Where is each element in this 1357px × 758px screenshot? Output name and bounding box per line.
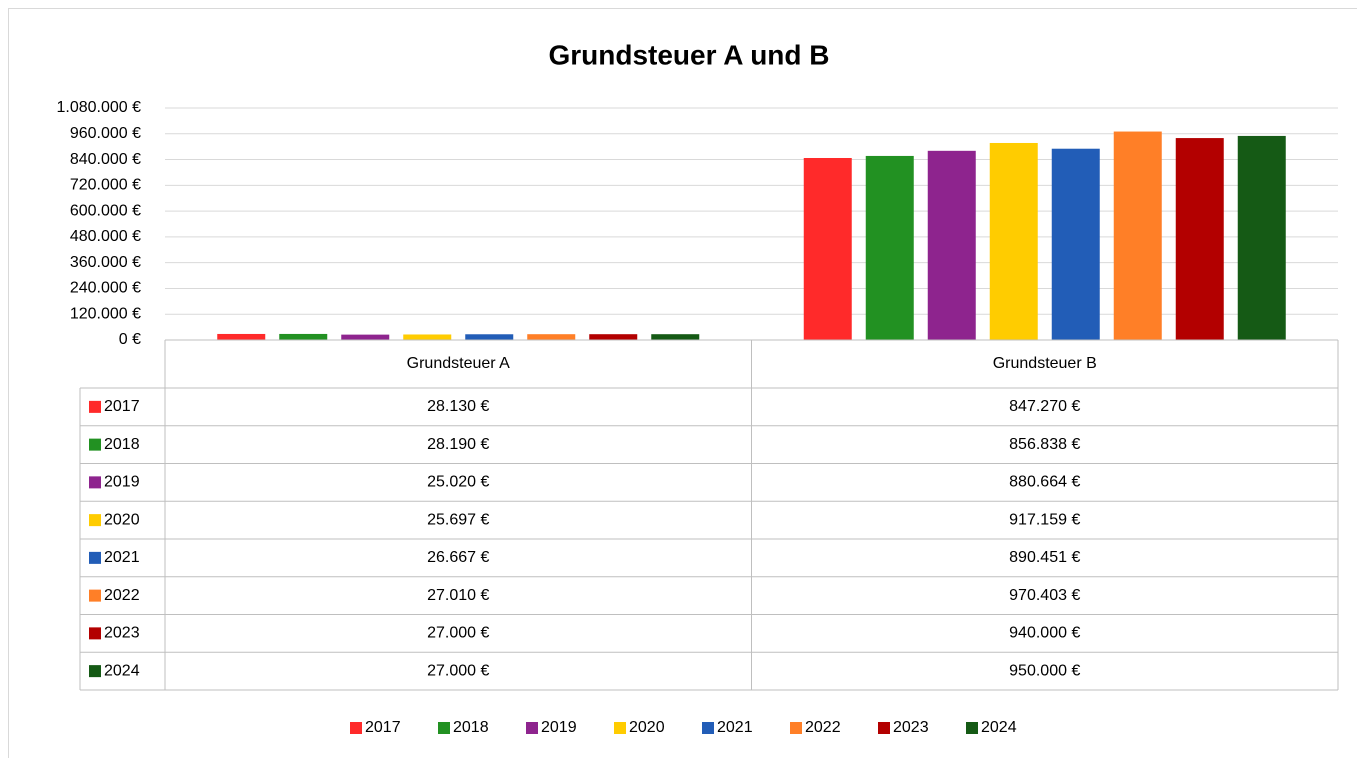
legend-key (438, 722, 450, 734)
table-value: 25.697 € (427, 511, 489, 528)
table-value: 27.010 € (427, 587, 489, 604)
table-value: 950.000 € (1009, 662, 1080, 679)
bar (465, 334, 514, 340)
table-legend-key (89, 514, 101, 527)
table-value: 25.020 € (427, 474, 489, 491)
x-tick-label: Grundsteuer B (993, 355, 1097, 372)
table-value: 27.000 € (427, 625, 489, 642)
legend-label: 2024 (981, 719, 1017, 736)
bar (865, 155, 914, 340)
y-tick-label: 600.000 € (70, 202, 141, 219)
y-tick-label: 480.000 € (70, 228, 141, 245)
table-row-label: 2023 (104, 625, 140, 642)
table-row-label: 2018 (104, 436, 140, 453)
legend-label: 2019 (541, 719, 577, 736)
bar (1051, 148, 1100, 340)
legend-label: 2017 (365, 719, 401, 736)
table-row-label: 2022 (104, 587, 140, 604)
bar (803, 157, 852, 340)
table-legend-key (89, 665, 101, 678)
bar (589, 334, 638, 340)
y-tick-label: 960.000 € (70, 125, 141, 142)
table-row-label: 2019 (104, 474, 140, 491)
table-row-label: 2021 (104, 549, 140, 566)
legend-label: 2018 (453, 719, 489, 736)
legend-key (526, 722, 538, 734)
table-value: 856.838 € (1009, 436, 1080, 453)
table-value: 26.667 € (427, 549, 489, 566)
x-tick-label: Grundsteuer A (407, 355, 511, 372)
legend-key (966, 722, 978, 734)
table-value: 970.403 € (1009, 587, 1080, 604)
legend-label: 2021 (717, 719, 753, 736)
legend-key (790, 722, 802, 734)
table-value: 880.664 € (1009, 474, 1080, 491)
y-tick-label: 360.000 € (70, 254, 141, 271)
bar (403, 334, 452, 340)
table-legend-key (89, 438, 101, 451)
y-tick-label: 240.000 € (70, 280, 141, 297)
legend-label: 2020 (629, 719, 665, 736)
legend-label: 2022 (805, 719, 841, 736)
table-legend-key (89, 400, 101, 413)
bar (1113, 131, 1162, 340)
table-row-label: 2024 (104, 662, 140, 679)
bar (1175, 138, 1224, 340)
table-row-label: 2020 (104, 511, 140, 528)
y-tick-label: 0 € (119, 331, 141, 348)
chart-title: Grundsteuer A und B (548, 39, 829, 70)
table-value: 940.000 € (1009, 625, 1080, 642)
legend-key (878, 722, 890, 734)
table-value: 917.159 € (1009, 511, 1080, 528)
bar (1237, 135, 1286, 340)
table-row-label: 2017 (104, 398, 140, 415)
y-tick-label: 720.000 € (70, 177, 141, 194)
table-value: 890.451 € (1009, 549, 1080, 566)
bar (279, 333, 328, 340)
y-tick-label: 1.080.000 € (56, 99, 141, 116)
table-value: 28.190 € (427, 436, 489, 453)
bar (651, 334, 700, 340)
table-value: 27.000 € (427, 662, 489, 679)
table-value: 28.130 € (427, 398, 489, 415)
chart-frame (8, 8, 1357, 758)
table-legend-key (89, 627, 101, 640)
legend-key (614, 722, 626, 734)
table-legend-key (89, 551, 101, 564)
table-value: 847.270 € (1009, 398, 1080, 415)
legend-label: 2023 (893, 719, 929, 736)
legend-key (350, 722, 362, 734)
bar (927, 150, 976, 340)
table-legend-key (89, 476, 101, 489)
legend-key (702, 722, 714, 734)
table-legend-key (89, 589, 101, 602)
bar (217, 333, 266, 340)
y-tick-label: 120.000 € (70, 305, 141, 322)
y-tick-label: 840.000 € (70, 151, 141, 168)
bar (527, 334, 576, 340)
bar (341, 334, 390, 340)
bar (989, 142, 1038, 340)
